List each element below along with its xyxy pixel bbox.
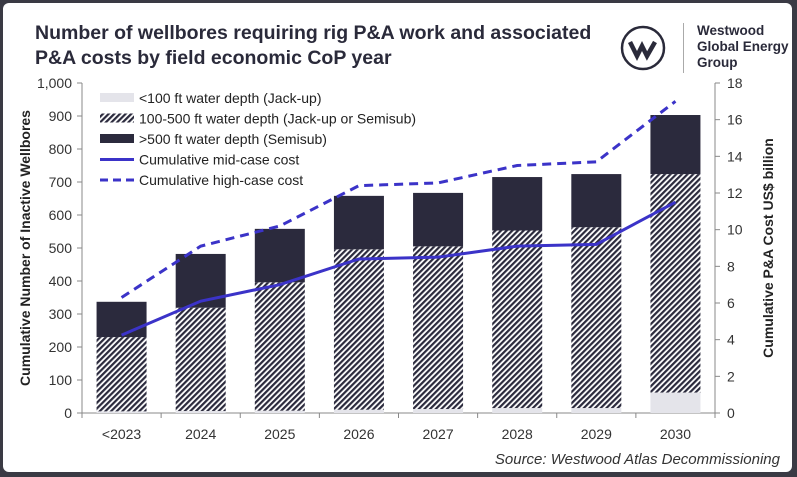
bar-segment-mid-depth xyxy=(254,282,305,411)
bar-segment-shallow xyxy=(650,392,701,413)
legend-swatch xyxy=(100,134,134,143)
logo-line-1: Westwood xyxy=(697,23,765,38)
left-tick-label: 100 xyxy=(49,372,73,388)
logo-text: Westwood Global Energy Group xyxy=(697,23,789,71)
right-tick-label: 0 xyxy=(727,405,735,421)
chart-title: Number of wellbores requiring rig P&A wo… xyxy=(35,22,592,69)
bar-segment-shallow xyxy=(175,411,226,413)
right-tick-label: 14 xyxy=(727,148,743,164)
left-tick-label: 300 xyxy=(49,306,73,322)
logo-line-3: Group xyxy=(697,55,738,70)
right-tick-label: 16 xyxy=(727,112,743,128)
bar-segment-deep xyxy=(492,177,543,231)
bar-segment-deep xyxy=(413,192,464,247)
bar-segment-mid-depth xyxy=(650,174,701,393)
bar-segment-shallow xyxy=(333,409,384,413)
x-tick-label: 2028 xyxy=(502,426,533,442)
right-tick-label: 2 xyxy=(727,368,735,384)
left-tick-label: 900 xyxy=(49,108,73,124)
bar-segment-deep xyxy=(254,228,305,283)
legend-label: Cumulative high-case cost xyxy=(139,172,303,188)
left-tick-label: 600 xyxy=(49,207,73,223)
bar-segment-deep xyxy=(571,174,622,228)
x-tick-label: 2027 xyxy=(422,426,453,442)
source-note: Source: Westwood Atlas Decommissioning xyxy=(494,451,780,468)
bar-segment-mid-depth xyxy=(571,227,622,409)
bar-segment-shallow xyxy=(254,410,305,413)
high-case-cost-line xyxy=(120,100,677,299)
bar-segment-mid-depth xyxy=(175,307,226,412)
x-tick-label: <2023 xyxy=(102,426,142,442)
westwood-logo-icon xyxy=(620,25,666,71)
left-tick-label: 400 xyxy=(49,273,73,289)
right-tick-label: 12 xyxy=(727,185,743,201)
right-tick-label: 6 xyxy=(727,295,735,311)
left-tick-label: 0 xyxy=(64,405,72,421)
right-tick-label: 4 xyxy=(727,332,735,348)
bar-segment-mid-depth xyxy=(413,246,464,410)
legend-swatch xyxy=(100,93,134,102)
left-tick-label: 800 xyxy=(49,141,73,157)
x-tick-label: 2029 xyxy=(581,426,612,442)
chart-card: Number of wellbores requiring rig P&A wo… xyxy=(3,3,792,472)
bar-segment-deep xyxy=(333,195,384,250)
right-tick-label: 18 xyxy=(727,75,743,91)
right-tick-label: 10 xyxy=(727,222,743,238)
mid-case-cost-line xyxy=(120,200,677,337)
legend-label: >500 ft water depth (Semisub) xyxy=(139,131,327,147)
legend-label: <100 ft water depth (Jack-up) xyxy=(139,90,322,106)
left-tick-label: 700 xyxy=(49,174,73,190)
bar-segment-deep xyxy=(650,115,701,175)
x-tick-label: 2026 xyxy=(343,426,374,442)
bar-segment-deep xyxy=(175,253,226,308)
legend-label: Cumulative mid-case cost xyxy=(139,152,299,168)
bar-segment-mid-depth xyxy=(333,249,384,410)
x-tick-label: 2025 xyxy=(264,426,295,442)
bar-segment-deep xyxy=(96,301,147,338)
left-axis-title: Cumulative Number of Inactive Wellbores xyxy=(17,110,33,386)
logo-line-2: Global Energy xyxy=(697,39,789,54)
right-axis-title: Cumulative P&A Cost US$ billion xyxy=(760,138,776,358)
bar-segment-shallow xyxy=(492,408,543,413)
x-tick-label: 2030 xyxy=(660,426,691,442)
bar-segment-shallow xyxy=(413,409,464,413)
legend-label: 100-500 ft water depth (Jack-up or Semis… xyxy=(139,111,416,127)
bar-segment-mid-depth xyxy=(492,230,543,409)
left-tick-label: 200 xyxy=(49,339,73,355)
bar-segment-mid-depth xyxy=(96,337,147,412)
legend-swatch xyxy=(100,113,134,123)
right-tick-label: 8 xyxy=(727,258,735,274)
bar-segment-shallow xyxy=(571,408,622,413)
x-tick-label: 2024 xyxy=(185,426,216,442)
left-tick-label: 1,000 xyxy=(37,75,72,91)
bar-segment-shallow xyxy=(96,411,147,413)
logo-divider xyxy=(683,23,684,73)
left-tick-label: 500 xyxy=(49,240,73,256)
